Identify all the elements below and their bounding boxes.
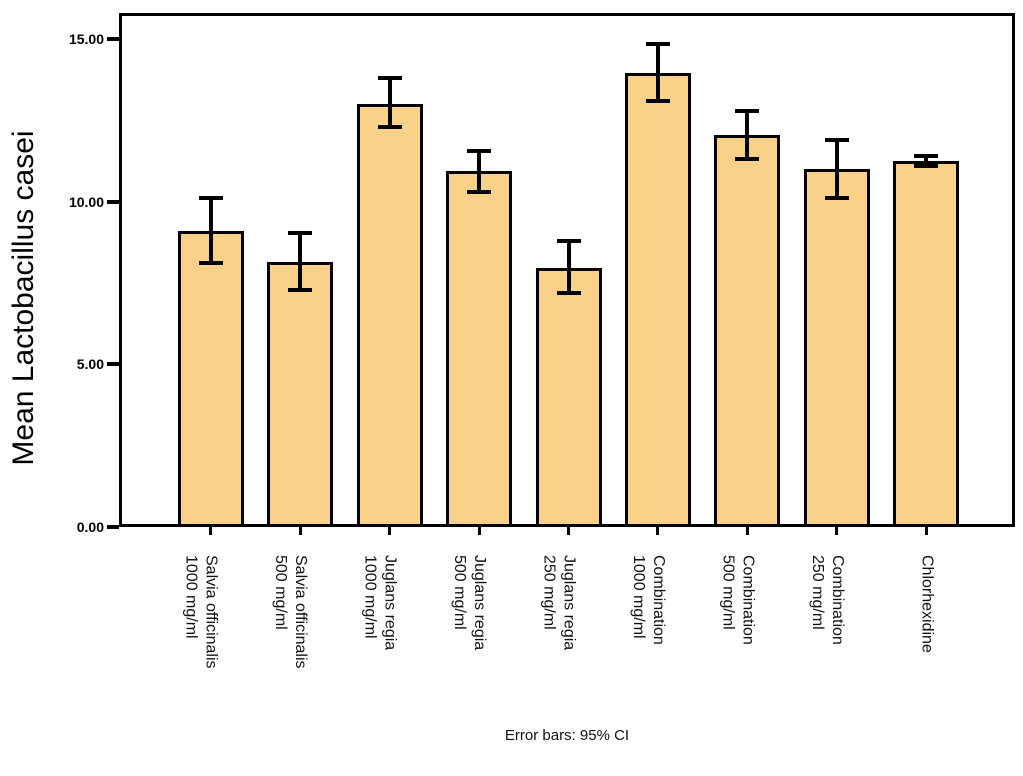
x-category-label: Juglans regia 250 mg/ml bbox=[540, 555, 578, 651]
x-tick bbox=[209, 527, 213, 535]
bar bbox=[356, 104, 423, 527]
x-category-label: Combination 250 mg/ml bbox=[808, 555, 846, 645]
y-tick-label: 5.00 bbox=[76, 356, 104, 373]
error-bar bbox=[208, 198, 213, 264]
x-tick bbox=[388, 527, 392, 535]
error-bar-cap-top bbox=[914, 154, 939, 159]
error-bar bbox=[298, 232, 303, 290]
bar bbox=[177, 230, 244, 527]
x-category-label: Juglans regia 1000 mg/ml bbox=[361, 555, 399, 651]
error-bar-cap-bottom bbox=[556, 290, 581, 295]
y-tick-label: 0.00 bbox=[76, 519, 104, 535]
error-bar-cap-top bbox=[645, 41, 670, 46]
x-category-label: Salvia officinalis 500 mg/ml bbox=[272, 555, 310, 669]
x-category-label: Salvia officinalis 1000 mg/ml bbox=[182, 555, 220, 669]
x-category-label: Chlorhexidine bbox=[918, 555, 936, 653]
error-bar bbox=[566, 240, 571, 293]
error-bar-cap-top bbox=[377, 76, 402, 81]
y-tick bbox=[107, 199, 119, 204]
y-tick bbox=[107, 362, 119, 367]
x-tick bbox=[656, 527, 660, 535]
x-tick bbox=[567, 527, 570, 535]
x-tick bbox=[924, 527, 928, 535]
bar bbox=[893, 161, 960, 527]
bar bbox=[803, 169, 870, 527]
y-tick bbox=[107, 525, 119, 529]
error-bar-cap-bottom bbox=[377, 124, 402, 129]
y-tick bbox=[107, 37, 119, 42]
error-bar-cap-top bbox=[824, 137, 849, 142]
error-bar bbox=[924, 156, 929, 166]
bar bbox=[535, 268, 602, 527]
bar bbox=[267, 261, 334, 527]
error-bar-cap-bottom bbox=[735, 157, 760, 162]
error-bar-cap-bottom bbox=[467, 189, 492, 194]
x-category-label: Combination 1000 mg/ml bbox=[629, 555, 667, 645]
y-tick-label: 15.00 bbox=[68, 31, 104, 48]
error-bar bbox=[655, 43, 660, 101]
y-axis-title: Mean Lactobacillus casei bbox=[7, 130, 40, 466]
error-bar-cap-bottom bbox=[645, 98, 670, 103]
x-tick bbox=[835, 527, 839, 535]
bar bbox=[624, 73, 691, 527]
bar bbox=[714, 135, 781, 527]
error-bar bbox=[834, 139, 839, 199]
error-bar-cap-bottom bbox=[198, 261, 223, 266]
error-bar-cap-bottom bbox=[824, 196, 849, 201]
error-bar-cap-top bbox=[735, 108, 760, 113]
error-bar bbox=[387, 78, 392, 127]
error-bar bbox=[477, 151, 482, 192]
y-tick-label: 10.00 bbox=[68, 193, 104, 210]
error-bar-cap-top bbox=[198, 196, 223, 201]
error-bar-cap-bottom bbox=[914, 163, 939, 168]
error-bar-cap-top bbox=[467, 149, 492, 154]
x-category-label: Combination 500 mg/ml bbox=[719, 555, 757, 645]
error-bars-caption: Error bars: 95% CI bbox=[504, 727, 630, 744]
error-bar-cap-bottom bbox=[288, 287, 313, 292]
x-category-label: Juglans regia 500 mg/ml bbox=[451, 555, 489, 651]
x-axis-labels: Salvia officinalis 1000 mg/ml Salvia offi… bbox=[119, 555, 1015, 725]
x-tick bbox=[745, 527, 749, 535]
plot-area bbox=[107, 13, 1015, 535]
error-bar bbox=[745, 110, 750, 160]
x-tick bbox=[477, 527, 481, 535]
error-bar-cap-top bbox=[288, 230, 313, 235]
x-tick bbox=[298, 527, 302, 535]
error-bar-cap-top bbox=[556, 238, 581, 243]
bar bbox=[446, 170, 513, 527]
